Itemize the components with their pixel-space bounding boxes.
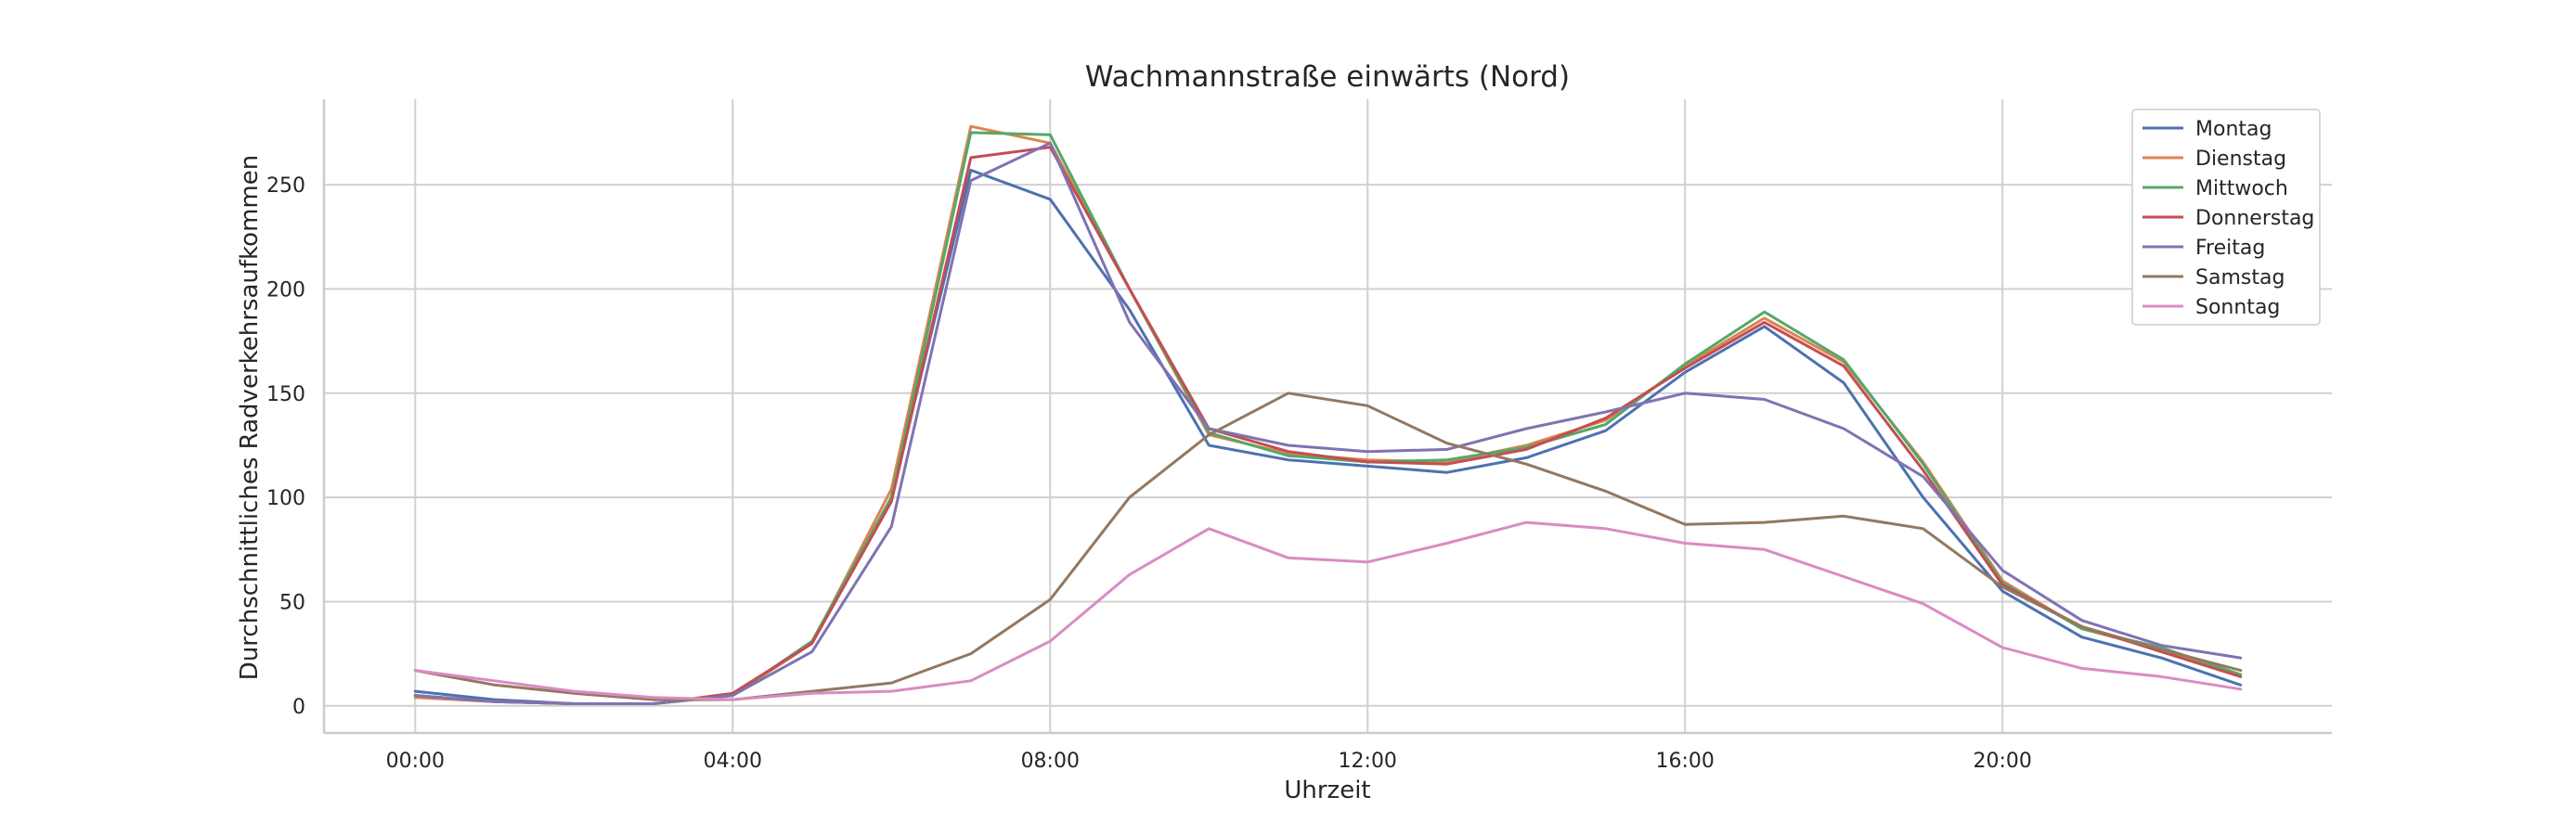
series-lines — [413, 124, 2243, 705]
y-tick-label: 250 — [266, 174, 305, 198]
series-line-freitag — [413, 141, 2243, 705]
series-line-sonntag — [413, 520, 2243, 701]
grid — [324, 99, 2332, 733]
x-tick-label: 00:00 — [386, 750, 445, 773]
x-tick-label: 20:00 — [1973, 750, 2031, 773]
y-tick-label: 150 — [266, 383, 305, 406]
chart-title: Wachmannstraße einwärts (Nord) — [1085, 60, 1570, 94]
legend-label-montag: Montag — [2195, 118, 2272, 141]
y-tick-labels: 0 50 100 150 200 250 — [266, 174, 305, 719]
series-line-donnerstag — [413, 146, 2243, 705]
series-line-samstag — [413, 392, 2243, 701]
x-tick-label: 12:00 — [1339, 750, 1397, 773]
x-axis-label: Uhrzeit — [1284, 777, 1370, 804]
legend: Montag Dienstag Mittwoch Donnerstag Freitag S… — [2131, 109, 2321, 326]
y-tick-label: 200 — [266, 278, 305, 302]
legend-box — [2131, 109, 2321, 326]
x-tick-label: 16:00 — [1656, 750, 1715, 773]
x-tick-label: 04:00 — [704, 750, 762, 773]
series-line-dienstag — [413, 124, 2243, 705]
legend-label-samstag: Samstag — [2195, 266, 2285, 289]
y-tick-label: 50 — [279, 591, 305, 614]
y-tick-label: 100 — [266, 487, 305, 510]
legend-label-freitag: Freitag — [2195, 237, 2265, 260]
x-tick-labels: 00:00 04:00 08:00 12:00 16:00 20:00 — [386, 750, 2032, 773]
series-line-montag — [413, 168, 2243, 705]
legend-label-sonntag: Sonntag — [2195, 296, 2280, 319]
legend-label-mittwoch: Mittwoch — [2195, 177, 2288, 200]
legend-label-donnerstag: Donnerstag — [2195, 207, 2314, 230]
y-axis-label: Durchschnittliches Radverkehrsaufkommen — [236, 155, 264, 680]
series-line-mittwoch — [413, 131, 2243, 705]
x-tick-label: 08:00 — [1021, 750, 1080, 773]
legend-label-dienstag: Dienstag — [2195, 148, 2286, 171]
y-tick-label: 0 — [292, 696, 305, 719]
